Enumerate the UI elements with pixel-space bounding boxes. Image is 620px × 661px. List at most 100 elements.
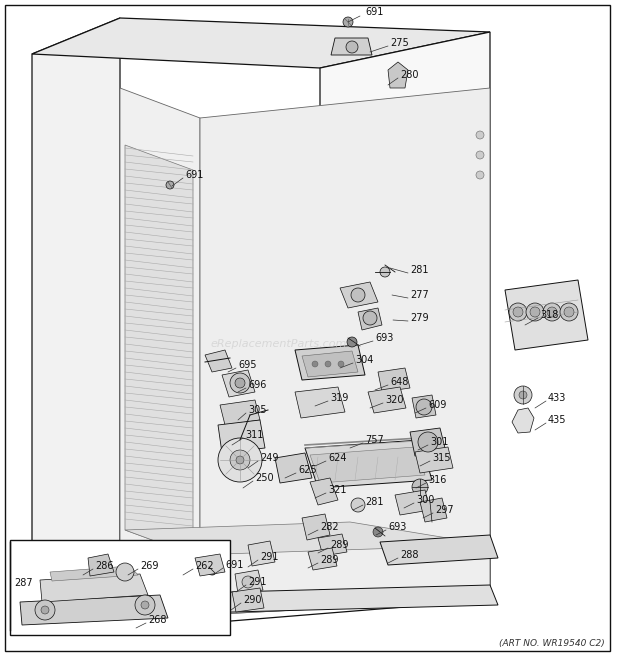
Text: 291: 291: [248, 577, 267, 587]
Text: 280: 280: [400, 70, 419, 80]
Text: 250: 250: [255, 473, 273, 483]
Polygon shape: [220, 400, 260, 425]
Text: 318: 318: [540, 310, 559, 320]
Polygon shape: [410, 428, 446, 456]
Circle shape: [235, 378, 245, 388]
Polygon shape: [305, 440, 432, 488]
Circle shape: [312, 361, 318, 367]
Circle shape: [519, 391, 527, 399]
Text: 297: 297: [435, 505, 454, 515]
Text: 691: 691: [185, 170, 203, 180]
Circle shape: [509, 303, 527, 321]
Text: 281: 281: [365, 497, 384, 507]
Polygon shape: [88, 554, 114, 576]
Text: 281: 281: [410, 265, 428, 275]
Text: 301: 301: [430, 437, 448, 447]
Polygon shape: [275, 453, 312, 483]
Polygon shape: [295, 345, 365, 380]
Text: 289: 289: [330, 540, 348, 550]
Text: eReplacementParts.com: eReplacementParts.com: [211, 338, 347, 349]
Polygon shape: [200, 88, 490, 615]
Circle shape: [416, 399, 432, 415]
Polygon shape: [380, 535, 498, 565]
Polygon shape: [331, 38, 372, 55]
Text: 319: 319: [330, 393, 348, 403]
Circle shape: [380, 267, 390, 277]
Text: 305: 305: [248, 405, 267, 415]
Text: 609: 609: [428, 400, 446, 410]
Circle shape: [218, 438, 262, 482]
Polygon shape: [318, 534, 347, 556]
Text: (ART NO. WR19540 C2): (ART NO. WR19540 C2): [499, 639, 605, 648]
Polygon shape: [310, 447, 425, 483]
Text: 648: 648: [390, 377, 409, 387]
Circle shape: [116, 563, 134, 581]
Circle shape: [338, 361, 344, 367]
Text: 695: 695: [238, 360, 257, 370]
Circle shape: [514, 386, 532, 404]
Circle shape: [476, 171, 484, 179]
Text: 277: 277: [410, 290, 429, 300]
Polygon shape: [50, 566, 138, 581]
Polygon shape: [378, 368, 410, 392]
Text: 269: 269: [140, 561, 159, 571]
Text: 693: 693: [375, 333, 393, 343]
Polygon shape: [302, 514, 330, 540]
Circle shape: [343, 17, 353, 27]
Polygon shape: [415, 447, 453, 473]
Text: 304: 304: [355, 355, 373, 365]
Polygon shape: [368, 387, 406, 413]
Text: 757: 757: [365, 435, 384, 445]
Text: 279: 279: [410, 313, 428, 323]
Text: 315: 315: [432, 453, 451, 463]
Text: 291: 291: [260, 552, 278, 562]
Text: 275: 275: [390, 38, 409, 48]
Circle shape: [476, 151, 484, 159]
Circle shape: [476, 131, 484, 139]
Text: 311: 311: [245, 430, 264, 440]
Polygon shape: [395, 490, 430, 515]
Polygon shape: [512, 408, 534, 433]
Text: 320: 320: [385, 395, 404, 405]
Circle shape: [373, 527, 383, 537]
Polygon shape: [218, 420, 265, 453]
Circle shape: [135, 595, 155, 615]
Text: 693: 693: [388, 522, 406, 532]
Text: 290: 290: [243, 595, 262, 605]
Polygon shape: [120, 88, 200, 615]
Polygon shape: [505, 280, 588, 350]
Polygon shape: [320, 32, 490, 600]
Circle shape: [236, 456, 244, 464]
Polygon shape: [248, 541, 275, 566]
Text: 435: 435: [548, 415, 567, 425]
Text: 286: 286: [95, 561, 113, 571]
Text: 287: 287: [14, 578, 33, 588]
Text: 289: 289: [320, 555, 339, 565]
Circle shape: [346, 41, 358, 53]
Text: 691: 691: [365, 7, 383, 17]
Circle shape: [560, 303, 578, 321]
Polygon shape: [358, 308, 382, 330]
Polygon shape: [235, 570, 263, 594]
Polygon shape: [40, 574, 148, 602]
Circle shape: [230, 373, 250, 393]
Circle shape: [41, 606, 49, 614]
Text: 433: 433: [548, 393, 567, 403]
Text: 288: 288: [400, 550, 419, 560]
Circle shape: [530, 307, 540, 317]
Circle shape: [347, 337, 357, 347]
Text: 624: 624: [328, 453, 347, 463]
Circle shape: [547, 307, 557, 317]
Circle shape: [412, 479, 428, 495]
Text: 316: 316: [428, 475, 446, 485]
Bar: [10, 540, 230, 635]
Text: 268: 268: [148, 615, 167, 625]
Text: 321: 321: [328, 485, 347, 495]
Polygon shape: [340, 282, 378, 308]
Circle shape: [351, 288, 365, 302]
Text: 282: 282: [320, 522, 339, 532]
Circle shape: [418, 432, 438, 452]
Text: 691: 691: [225, 560, 244, 570]
Polygon shape: [308, 548, 337, 570]
Circle shape: [363, 311, 377, 325]
